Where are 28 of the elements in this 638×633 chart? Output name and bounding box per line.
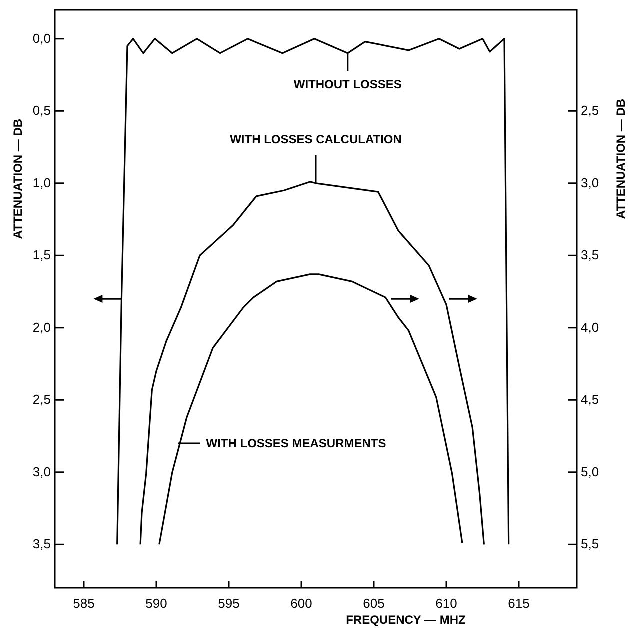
y-tick-label: 3,5 [32, 536, 51, 552]
annotation: WITH LOSSES CALCULATION [230, 132, 402, 146]
x-axis-title: FREQUENCY — MHZ [346, 613, 466, 627]
y2-tick-label: 5,5 [581, 536, 600, 552]
x-tick-label: 610 [436, 596, 458, 611]
x-tick-label: 600 [290, 596, 312, 611]
x-tick-label: 585 [73, 596, 95, 611]
y2-tick-label: 3,0 [581, 175, 600, 190]
y-tick-label: 1,0 [32, 175, 51, 190]
y-tick-label: 1,5 [32, 248, 51, 263]
y-tick-label: 0,0 [32, 30, 51, 46]
y2-tick-label: 5,0 [581, 464, 600, 480]
x-tick-label: 605 [363, 596, 385, 611]
y2-tick-label: 4,0 [581, 320, 600, 335]
y-tick-label: 3,0 [32, 464, 51, 480]
annotation: WITH LOSSES MEASURMENTS [206, 436, 386, 450]
y2-axis-title: ATTENUATION — DB [614, 98, 628, 220]
x-tick-label: 595 [218, 596, 240, 611]
y2-tick-label: 3,5 [581, 248, 600, 263]
x-tick-label: 615 [508, 596, 530, 611]
x-tick-label: 590 [146, 596, 168, 611]
y-axis-title: ATTENUATION — DB [11, 118, 25, 240]
y-tick-label: 2,0 [32, 320, 51, 335]
y-tick-label: 0,5 [32, 103, 51, 118]
y2-tick-label: 4,5 [581, 392, 600, 408]
y-tick-label: 2,5 [32, 392, 51, 408]
y2-tick-label: 2,5 [581, 103, 600, 118]
annotation: WITHOUT LOSSES [294, 77, 402, 92]
